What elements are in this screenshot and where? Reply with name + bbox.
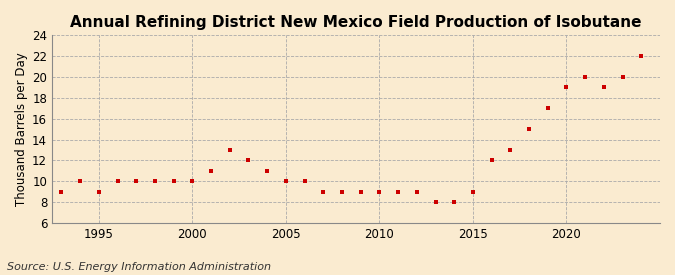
Title: Annual Refining District New Mexico Field Production of Isobutane: Annual Refining District New Mexico Fiel…: [70, 15, 642, 30]
Text: Source: U.S. Energy Information Administration: Source: U.S. Energy Information Administ…: [7, 262, 271, 272]
Y-axis label: Thousand Barrels per Day: Thousand Barrels per Day: [15, 52, 28, 206]
